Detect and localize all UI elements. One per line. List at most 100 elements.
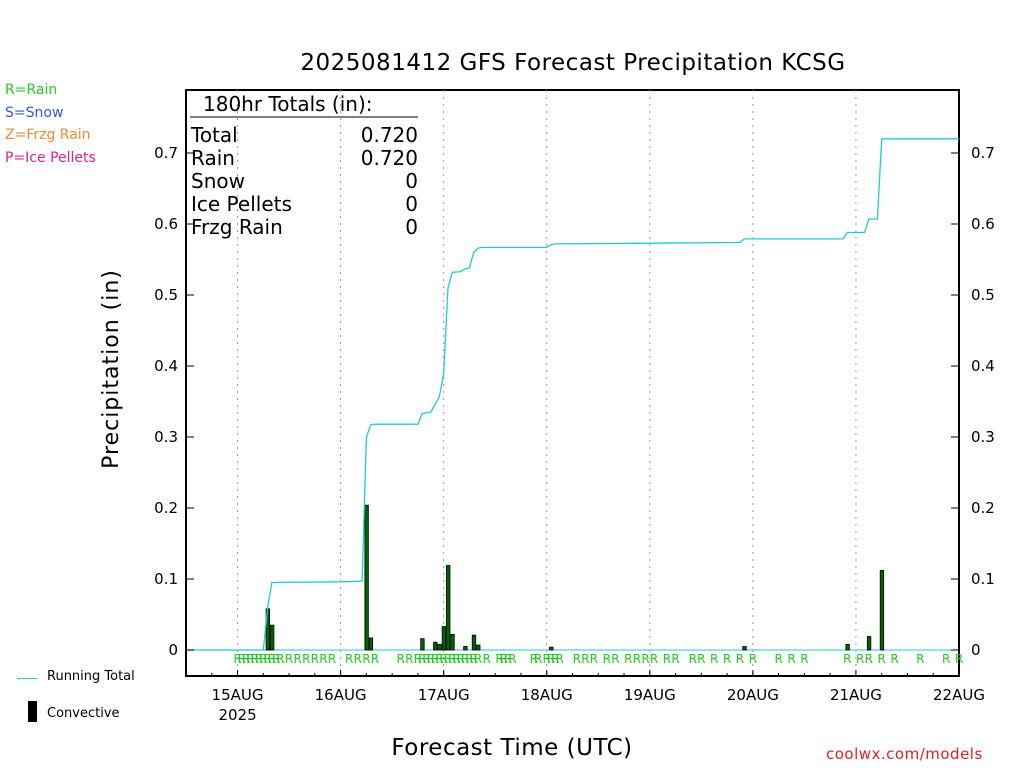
totals-row-name: Ice Pellets — [191, 192, 292, 216]
precip-type-mark: R — [238, 652, 246, 666]
totals-row-value: 0 — [405, 215, 418, 239]
precip-type-mark: R — [530, 652, 538, 666]
precip-type-mark: R — [508, 652, 516, 666]
precip-type-mark: R — [397, 652, 405, 666]
precip-type-mark: R — [354, 652, 362, 666]
precip-type-mark: R — [663, 652, 671, 666]
convective-bar — [420, 638, 425, 651]
precip-type-mark: R — [461, 652, 469, 666]
precip-type-mark: R — [422, 652, 430, 666]
precip-type-mark: R — [293, 652, 301, 666]
precip-type-mark: R — [878, 652, 886, 666]
precip-type-mark: R — [865, 652, 873, 666]
convective-bar — [866, 636, 872, 651]
precip-type-mark: R — [611, 652, 619, 666]
totals-heading: 180hr Totals (in): — [203, 92, 373, 116]
convective-bars — [265, 504, 885, 651]
x-tick-label: 16AUG — [315, 686, 367, 704]
precip-type-mark: R — [555, 652, 563, 666]
x-tick-label: 15AUG — [212, 686, 264, 704]
precip-type-mark: R — [603, 652, 611, 666]
y-tick-label-left: 0.4 — [154, 357, 178, 375]
precip-type-mark: R — [581, 652, 589, 666]
precip-type-mark: R — [242, 652, 250, 666]
y-tick-label-right: 0.2 — [971, 499, 995, 517]
precip-type-mark: R — [259, 652, 267, 666]
y-tick-label-left: 0.1 — [154, 570, 178, 588]
precip-type-mark: R — [319, 652, 327, 666]
precip-type-mark: R — [955, 652, 963, 666]
precip-type-mark: R — [650, 652, 658, 666]
running-total-path — [186, 138, 959, 651]
precip-type-mark: R — [272, 652, 280, 666]
x-tick-label: 19AUG — [624, 686, 676, 704]
precip-type-mark: R — [495, 652, 503, 666]
precip-type-mark: R — [448, 652, 456, 666]
precip-type-mark: R — [362, 652, 370, 666]
precip-type-mark: R — [345, 652, 353, 666]
precip-type-mark: R — [482, 652, 490, 666]
precip-type-mark: R — [534, 652, 542, 666]
totals-row-value: 0 — [405, 169, 418, 193]
precip-type-mark: R — [710, 652, 718, 666]
precip-type-mark: R — [843, 652, 851, 666]
totals-row-name: Total — [190, 123, 238, 147]
legend-key-ice-pellets: P=Ice Pellets — [5, 150, 96, 166]
precip-type-mark: R — [435, 652, 443, 666]
precip-type-mark: R — [500, 652, 508, 666]
precip-type-mark: R — [268, 652, 276, 666]
x-tick-label: 18AUG — [521, 686, 573, 704]
chart-title: 2025081412 GFS Forecast Precipitation KC… — [300, 50, 846, 76]
convective-bar — [450, 633, 455, 651]
precip-type-mark: R — [418, 652, 426, 666]
precip-type-mark: R — [890, 652, 898, 666]
precip-type-mark: R — [856, 652, 864, 666]
y-tick-label-left: 0.2 — [154, 499, 178, 517]
precip-type-mark: R — [439, 652, 447, 666]
precip-type-mark: R — [547, 652, 555, 666]
precip-type-mark: R — [465, 652, 473, 666]
x-tick-label: 21AUG — [830, 686, 882, 704]
precip-type-mark: R — [431, 652, 439, 666]
totals-row-value: 0 — [405, 192, 418, 216]
precip-type-mark: R — [671, 652, 679, 666]
convective-bar — [441, 626, 447, 651]
x-tick-label: 20AUG — [727, 686, 779, 704]
convective-bar — [845, 643, 850, 651]
legend-key-rain: R=Rain — [5, 82, 58, 98]
y-tick-label-right: 0.3 — [971, 428, 995, 446]
y-tick-label-left: 0.5 — [154, 286, 178, 304]
convective-legend-swatch — [28, 701, 37, 722]
precip-type-mark: R — [689, 652, 697, 666]
precip-type-mark: R — [302, 652, 310, 666]
precip-type-mark: R — [641, 652, 649, 666]
precip-type-mark: R — [787, 652, 795, 666]
legend-key-freezing-rain: Z=Frzg Rain — [5, 127, 91, 143]
convective-bar — [471, 634, 477, 651]
convective-bar — [463, 646, 468, 651]
convective-bar — [364, 504, 369, 651]
totals-row-value: 0.720 — [361, 123, 418, 147]
convective-legend-label: Convective — [47, 706, 120, 721]
convective-bar — [269, 624, 275, 651]
precip-type-mark: R — [551, 652, 559, 666]
precip-type-mark: R — [328, 652, 336, 666]
y-tick-label-left: 0.7 — [154, 144, 178, 162]
totals-row-name: Frzg Rain — [191, 215, 283, 239]
totals-box: 180hr Totals (in): Total 0.720 Rain 0.720 Sno… — [190, 92, 418, 239]
precip-type-mark: R — [444, 652, 452, 666]
precip-type-mark: R — [311, 652, 319, 666]
x-tick-label: 17AUG — [418, 686, 470, 704]
convective-bar — [368, 637, 374, 651]
precip-type-mark: R — [590, 652, 598, 666]
y-tick-label-right: 0.7 — [971, 144, 995, 162]
totals-row-name: Snow — [191, 169, 245, 193]
totals-row-name: Rain — [191, 146, 235, 170]
precip-type-mark: R — [800, 652, 808, 666]
precip-type-mark: R — [736, 652, 744, 666]
precip-type-mark: R — [251, 652, 259, 666]
y-tick-label-right: 0.1 — [971, 570, 995, 588]
precip-type-mark: R — [474, 652, 482, 666]
